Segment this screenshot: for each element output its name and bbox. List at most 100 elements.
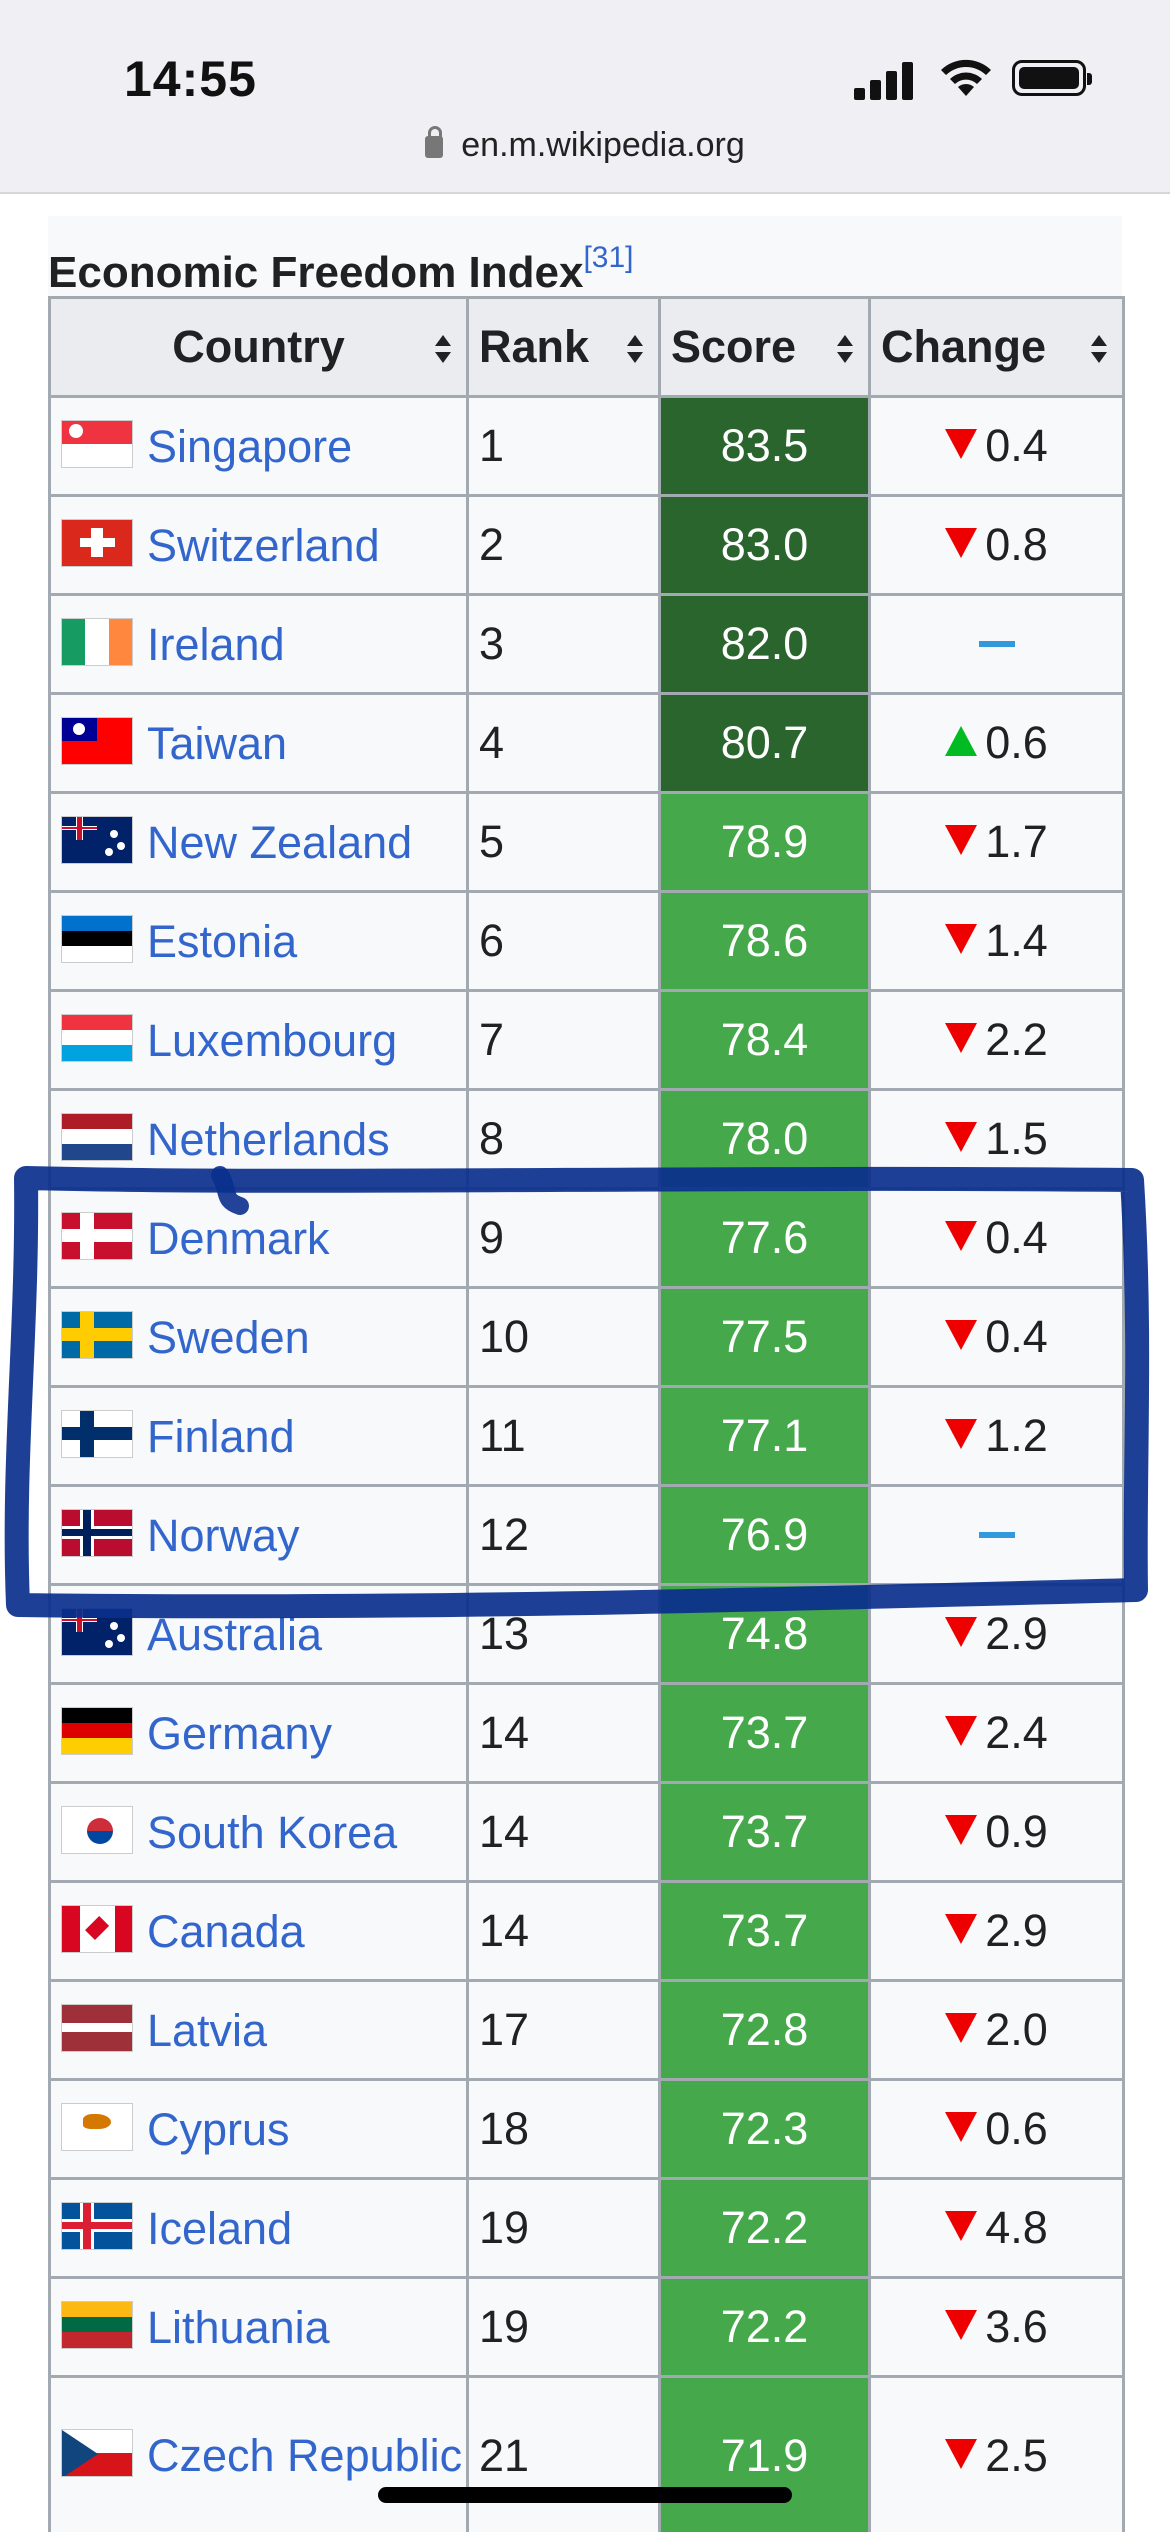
score-cell: 73.7 bbox=[658, 1682, 871, 1784]
country-cell: Australia bbox=[48, 1583, 469, 1685]
decrease-arrow-icon bbox=[945, 1617, 978, 1647]
score-cell: 72.3 bbox=[658, 2078, 871, 2180]
header-change[interactable]: Change bbox=[868, 296, 1125, 398]
country-link[interactable]: Canada bbox=[147, 1905, 305, 1957]
table-row: Denmark 9 77.6 0.4 bbox=[48, 1187, 1125, 1289]
rank-cell: 19 bbox=[466, 2177, 661, 2279]
rank-cell: 17 bbox=[466, 1979, 661, 2081]
country-link[interactable]: Luxembourg bbox=[147, 1014, 398, 1066]
country-link[interactable]: New Zealand bbox=[147, 816, 413, 868]
rank-cell: 5 bbox=[466, 791, 661, 893]
country-cell: Netherlands bbox=[48, 1088, 469, 1190]
decrease-arrow-icon bbox=[945, 1320, 978, 1350]
country-link[interactable]: Iceland bbox=[147, 2202, 293, 2254]
cyprus-flag-icon bbox=[61, 2102, 133, 2151]
country-link[interactable]: Estonia bbox=[147, 915, 298, 967]
change-cell: 1.7 bbox=[868, 791, 1125, 893]
country-cell: New Zealand bbox=[48, 791, 469, 893]
country-link[interactable]: Cyprus bbox=[147, 2103, 290, 2155]
decrease-arrow-icon bbox=[945, 825, 978, 855]
decrease-arrow-icon bbox=[945, 1023, 978, 1053]
country-link[interactable]: Australia bbox=[147, 1608, 323, 1660]
change-value: 2.2 bbox=[985, 1014, 1048, 1065]
sort-icon[interactable] bbox=[836, 335, 854, 363]
score-cell: 78.4 bbox=[658, 989, 871, 1091]
score-cell: 83.0 bbox=[658, 494, 871, 596]
sort-icon[interactable] bbox=[434, 335, 452, 363]
table-row: Latvia 17 72.8 2.0 bbox=[48, 1979, 1125, 2081]
country-link[interactable]: South Korea bbox=[147, 1806, 398, 1858]
change-value: 3.6 bbox=[985, 2301, 1048, 2352]
country-cell: Finland bbox=[48, 1385, 469, 1487]
decrease-arrow-icon bbox=[945, 1815, 978, 1845]
ireland-flag-icon bbox=[61, 617, 133, 666]
wifi-icon bbox=[941, 59, 991, 96]
decrease-arrow-icon bbox=[945, 1419, 978, 1449]
country-cell: Estonia bbox=[48, 890, 469, 992]
score-cell: 72.8 bbox=[658, 1979, 871, 2081]
url-text[interactable]: en.m.wikipedia.org bbox=[461, 126, 745, 164]
status-icons bbox=[854, 56, 1094, 100]
header-score[interactable]: Score bbox=[658, 296, 871, 398]
sort-icon[interactable] bbox=[1090, 335, 1108, 363]
header-rank[interactable]: Rank bbox=[466, 296, 661, 398]
table-row: Singapore 1 83.5 0.4 bbox=[48, 395, 1125, 497]
rank-cell: 8 bbox=[466, 1088, 661, 1190]
rank-cell: 9 bbox=[466, 1187, 661, 1289]
no-change-dash-icon bbox=[978, 641, 1015, 647]
country-link[interactable]: Lithuania bbox=[147, 2301, 330, 2353]
table-row: Finland 11 77.1 1.2 bbox=[48, 1385, 1125, 1487]
country-cell: Czech Republic bbox=[48, 2375, 469, 2532]
country-link[interactable]: Ireland bbox=[147, 618, 285, 670]
rank-cell: 11 bbox=[466, 1385, 661, 1487]
country-link[interactable]: Latvia bbox=[147, 2004, 268, 2056]
rank-cell: 14 bbox=[466, 1781, 661, 1883]
score-cell: 73.7 bbox=[658, 1880, 871, 1982]
rank-cell: 10 bbox=[466, 1286, 661, 1388]
change-value: 1.4 bbox=[985, 915, 1048, 966]
status-time: 14:55 bbox=[124, 51, 257, 107]
change-value: 0.6 bbox=[985, 717, 1048, 768]
decrease-arrow-icon bbox=[945, 528, 978, 558]
decrease-arrow-icon bbox=[945, 2310, 978, 2340]
rank-cell: 2 bbox=[466, 494, 661, 596]
decrease-arrow-icon bbox=[945, 2112, 978, 2142]
decrease-arrow-icon bbox=[945, 2013, 978, 2043]
rank-cell: 13 bbox=[466, 1583, 661, 1685]
change-value: 0.6 bbox=[985, 2103, 1048, 2154]
change-value: 2.4 bbox=[985, 1707, 1048, 1758]
iceland-flag-icon bbox=[61, 2201, 133, 2250]
country-link[interactable]: Czech Republic bbox=[147, 2429, 463, 2481]
table-row: South Korea 14 73.7 0.9 bbox=[48, 1781, 1125, 1883]
change-cell: 2.0 bbox=[868, 1979, 1125, 2081]
switzerland-flag-icon bbox=[61, 518, 133, 567]
score-cell: 74.8 bbox=[658, 1583, 871, 1685]
country-link[interactable]: Netherlands bbox=[147, 1113, 390, 1165]
change-cell: 0.4 bbox=[868, 395, 1125, 497]
citation-link[interactable]: [31] bbox=[583, 241, 634, 274]
rank-cell: 14 bbox=[466, 1682, 661, 1784]
country-link[interactable]: Sweden bbox=[147, 1311, 310, 1363]
country-link[interactable]: Germany bbox=[147, 1707, 333, 1759]
change-cell: 2.2 bbox=[868, 989, 1125, 1091]
south-korea-flag-icon bbox=[61, 1805, 133, 1854]
lithuania-flag-icon bbox=[61, 2300, 133, 2349]
country-link[interactable]: Taiwan bbox=[147, 717, 288, 769]
country-link[interactable]: Denmark bbox=[147, 1212, 330, 1264]
decrease-arrow-icon bbox=[945, 429, 978, 459]
decrease-arrow-icon bbox=[945, 924, 978, 954]
country-link[interactable]: Singapore bbox=[147, 420, 353, 472]
change-value: 2.0 bbox=[985, 2004, 1048, 2055]
country-link[interactable]: Norway bbox=[147, 1509, 300, 1561]
country-cell: Sweden bbox=[48, 1286, 469, 1388]
change-cell: 0.6 bbox=[868, 2078, 1125, 2180]
change-cell: 0.4 bbox=[868, 1187, 1125, 1289]
sort-icon[interactable] bbox=[626, 335, 644, 363]
country-link[interactable]: Finland bbox=[147, 1410, 295, 1462]
country-cell: Switzerland bbox=[48, 494, 469, 596]
country-link[interactable]: Switzerland bbox=[147, 519, 380, 571]
score-cell: 77.5 bbox=[658, 1286, 871, 1388]
address-bar[interactable]: en.m.wikipedia.org bbox=[0, 126, 1170, 165]
header-country[interactable]: Country bbox=[48, 296, 469, 398]
change-value: 2.5 bbox=[985, 2429, 1048, 2481]
